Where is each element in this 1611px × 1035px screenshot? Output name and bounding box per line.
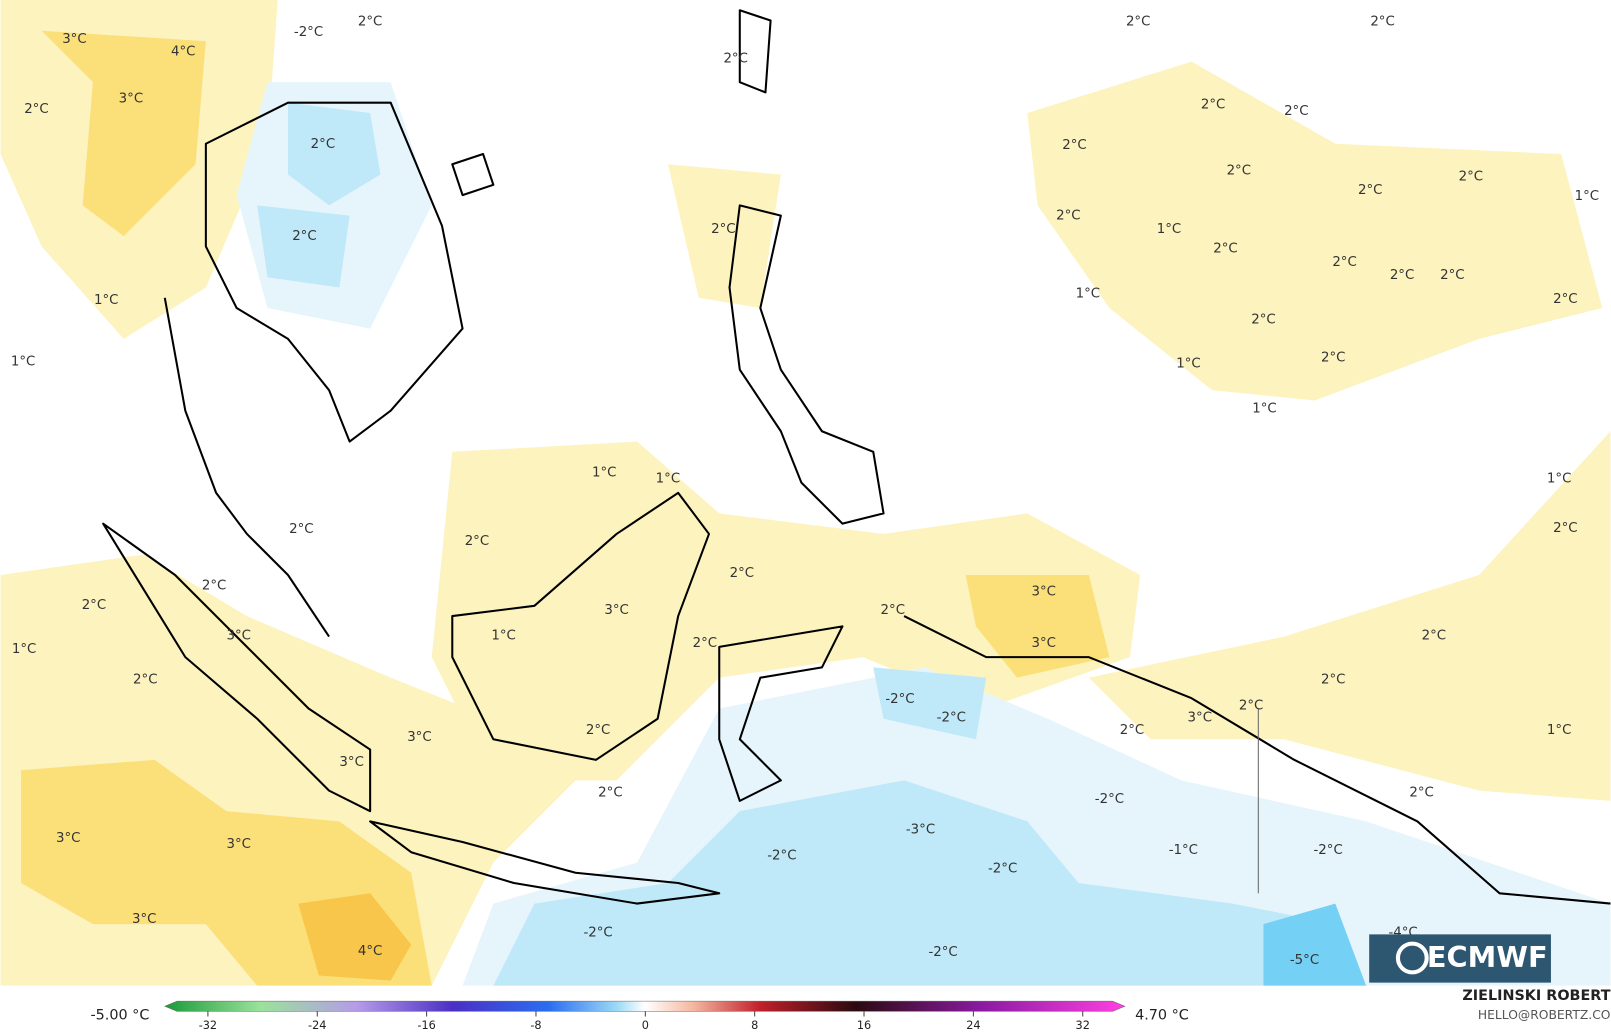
contour-label: 1°C <box>491 629 515 644</box>
colorbar-min: -5.00 °C <box>90 1007 149 1023</box>
contour-label: -2°C <box>1095 792 1124 807</box>
credit-email: HELLO@ROBERTZ.CO <box>1478 1008 1611 1022</box>
contour-label: 2°C <box>133 673 157 688</box>
contour-label: 2°C <box>289 522 313 537</box>
credit-author: ZIELINSKI ROBERT <box>1462 988 1610 1004</box>
contour-label: -2°C <box>928 945 957 960</box>
contour-label: 3°C <box>226 837 250 852</box>
contour-label: 2°C <box>730 566 754 581</box>
contour-label: 2°C <box>723 52 747 67</box>
contour-label: 1°C <box>1076 287 1100 302</box>
colorbar-tick-label: -24 <box>308 1019 326 1032</box>
contour-label: -2°C <box>1314 843 1343 858</box>
contour-label: 2°C <box>1120 723 1144 738</box>
contour-label: 2°C <box>292 229 316 244</box>
colorbar <box>164 1000 1126 1012</box>
contour-label: 2°C <box>465 534 489 549</box>
contour-label: -2°C <box>885 692 914 707</box>
contour-label: 3°C <box>56 831 80 846</box>
contour-label: 3°C <box>407 730 431 745</box>
contour-label: 1°C <box>592 465 616 480</box>
contour-label: 2°C <box>1056 209 1080 224</box>
contour-label: 3°C <box>1188 711 1212 726</box>
contour-label: 2°C <box>1358 183 1382 198</box>
contour-label: 2°C <box>1251 312 1275 327</box>
contour-label: 3°C <box>1031 636 1055 651</box>
contour-label: 2°C <box>1213 241 1237 256</box>
contour-label: -2°C <box>583 925 612 940</box>
colorbar-tick-label: 24 <box>966 1019 980 1032</box>
contour-label: 2°C <box>311 137 335 152</box>
contour-label: 1°C <box>12 642 36 657</box>
contour-label: 2°C <box>1370 15 1394 30</box>
contour-label: 4°C <box>358 944 382 959</box>
contour-label: 1°C <box>1575 189 1599 204</box>
contour-label: 2°C <box>1284 104 1308 119</box>
contour-label: -2°C <box>767 848 796 863</box>
contour-label: 1°C <box>1252 402 1276 417</box>
contour-label: 3°C <box>339 755 363 770</box>
contour-label: 1°C <box>1176 356 1200 371</box>
colorbar-tick-label: 16 <box>857 1019 871 1032</box>
contour-label: -2°C <box>294 25 323 40</box>
contour-label: 2°C <box>1409 786 1433 801</box>
contour-label: -2°C <box>937 711 966 726</box>
logo-box: ECMWF <box>1369 934 1551 983</box>
contour-label: -5°C <box>1290 953 1319 968</box>
colorbar-max: 4.70 °C <box>1135 1007 1189 1023</box>
contour-label: 2°C <box>1553 521 1577 536</box>
map-field <box>0 0 1611 986</box>
colorbar-tick-label: -16 <box>417 1019 435 1032</box>
colorbar-tick-label: -8 <box>530 1019 541 1032</box>
contour-label: 3°C <box>1031 584 1055 599</box>
contour-label: 3°C <box>226 629 250 644</box>
colorbar-tick-label: -32 <box>199 1019 217 1032</box>
contour-label: 2°C <box>598 786 622 801</box>
colorbar-tick-label: 32 <box>1076 1019 1090 1032</box>
contour-labels: 3°C 4°C 3°C 2°C 2°C 2°C 1°C 1°C -2°C 2°C 2°C 2°C 2°C… <box>11 15 1599 968</box>
contour-label: 2°C <box>586 723 610 738</box>
contour-label: -2°C <box>988 862 1017 877</box>
contour-label: 1°C <box>1157 222 1181 237</box>
contour-label: -1°C <box>1169 843 1198 858</box>
contour-label: 3°C <box>62 32 86 47</box>
logo-text: ECMWF <box>1427 940 1548 974</box>
contour-label: 2°C <box>1239 698 1263 713</box>
logo-icon <box>1395 941 1429 975</box>
contour-label: 2°C <box>1321 350 1345 365</box>
contour-label: 2°C <box>1553 292 1577 307</box>
contour-label: 1°C <box>11 354 35 369</box>
contour-label: 3°C <box>132 912 156 927</box>
colorbar-tick-label: 8 <box>751 1019 758 1032</box>
contour-label: 1°C <box>1547 723 1571 738</box>
contour-label: 1°C <box>94 293 118 308</box>
contour-label: 2°C <box>881 603 905 618</box>
contour-label: 1°C <box>656 471 680 486</box>
contour-label: 2°C <box>693 636 717 651</box>
contour-label: 2°C <box>24 102 48 117</box>
contour-label: 2°C <box>82 598 106 613</box>
contour-label: 2°C <box>1422 629 1446 644</box>
contour-label: 2°C <box>1227 163 1251 178</box>
contour-label: -3°C <box>906 823 935 838</box>
contour-label: 2°C <box>1440 268 1464 283</box>
colorbar-tick-label: 0 <box>642 1019 649 1032</box>
contour-label: 2°C <box>1062 138 1086 153</box>
contour-label: 2°C <box>202 578 226 593</box>
contour-label: 2°C <box>358 15 382 30</box>
contour-label: 2°C <box>1390 268 1414 283</box>
contour-label: 2°C <box>1459 170 1483 185</box>
contour-label: 1°C <box>1547 471 1571 486</box>
colorbar-ticks: -32 -24 -16 -8 0 8 16 24 32 <box>199 1011 1090 1032</box>
contour-label: 2°C <box>1321 673 1345 688</box>
contour-label: 2°C <box>1332 255 1356 270</box>
contour-label: 4°C <box>171 44 195 59</box>
contour-label: 2°C <box>711 222 735 237</box>
contour-label: 3°C <box>119 92 143 107</box>
contour-label: 2°C <box>1126 15 1150 30</box>
contour-label: 3°C <box>604 603 628 618</box>
contour-label: 2°C <box>1201 98 1225 113</box>
